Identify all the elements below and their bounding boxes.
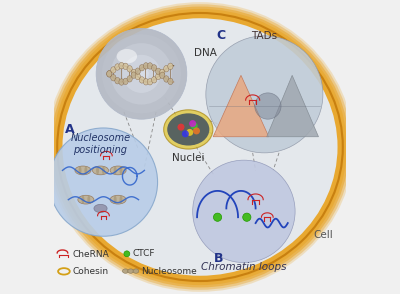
Ellipse shape [57,13,343,281]
Ellipse shape [62,18,338,276]
Circle shape [206,36,323,153]
Ellipse shape [94,204,107,213]
Ellipse shape [96,166,99,175]
Ellipse shape [107,71,112,77]
Ellipse shape [152,77,157,83]
Ellipse shape [120,196,122,204]
Ellipse shape [111,75,116,81]
Circle shape [122,55,160,93]
Text: Nuclei: Nuclei [172,153,204,163]
Text: CheRNA: CheRNA [73,250,110,259]
Ellipse shape [123,63,128,70]
Ellipse shape [84,166,87,175]
Ellipse shape [110,166,126,175]
Ellipse shape [123,78,128,85]
Ellipse shape [78,166,82,175]
Ellipse shape [114,196,117,204]
Text: Nucleosome: Nucleosome [141,267,197,275]
Ellipse shape [87,196,90,204]
Circle shape [255,93,281,119]
Ellipse shape [131,72,136,78]
Text: DNA: DNA [194,49,217,59]
Circle shape [111,43,172,105]
Circle shape [191,122,198,129]
Circle shape [193,160,295,263]
Ellipse shape [152,65,157,71]
Ellipse shape [56,11,344,283]
Ellipse shape [164,110,213,149]
Ellipse shape [122,269,128,273]
Ellipse shape [114,166,117,175]
Ellipse shape [107,71,112,77]
Ellipse shape [167,113,209,146]
Ellipse shape [110,195,126,204]
Ellipse shape [127,66,132,72]
Text: TADs: TADs [251,31,278,41]
Ellipse shape [78,195,94,204]
Ellipse shape [48,4,352,290]
Circle shape [96,29,187,119]
Polygon shape [267,75,318,137]
Circle shape [134,66,149,81]
Ellipse shape [168,78,173,85]
Ellipse shape [119,62,124,69]
Ellipse shape [128,269,134,273]
Circle shape [189,120,196,127]
Text: CTCF: CTCF [132,249,155,258]
Ellipse shape [53,9,347,285]
Ellipse shape [82,196,84,204]
Ellipse shape [160,72,165,78]
Ellipse shape [92,166,108,175]
Ellipse shape [119,79,124,85]
Ellipse shape [58,14,342,280]
Ellipse shape [115,78,120,84]
Ellipse shape [75,166,91,175]
Ellipse shape [51,6,349,288]
Text: Cohesin: Cohesin [73,267,109,276]
Ellipse shape [139,65,144,71]
Text: A: A [65,123,75,136]
Ellipse shape [139,77,144,83]
Text: Chromatin loops: Chromatin loops [201,262,287,272]
Text: C: C [216,29,225,42]
Ellipse shape [127,76,132,82]
Ellipse shape [135,68,140,74]
Ellipse shape [135,73,140,80]
Circle shape [182,130,189,137]
Ellipse shape [46,2,354,292]
Ellipse shape [102,166,105,175]
Ellipse shape [148,63,153,69]
Text: B: B [214,252,224,265]
Circle shape [243,213,251,221]
Circle shape [186,129,193,136]
Ellipse shape [143,78,148,85]
Circle shape [49,128,158,236]
Ellipse shape [131,69,136,76]
Ellipse shape [143,63,148,69]
Ellipse shape [115,64,120,70]
Ellipse shape [156,68,161,74]
Ellipse shape [160,69,165,76]
Ellipse shape [156,73,161,80]
Ellipse shape [117,49,137,64]
Ellipse shape [168,63,173,69]
Ellipse shape [111,67,116,73]
Ellipse shape [133,269,139,273]
Text: Nucleosome
positioning: Nucleosome positioning [70,133,130,155]
Ellipse shape [164,66,169,72]
Ellipse shape [120,166,122,175]
Circle shape [178,123,184,131]
Polygon shape [213,75,269,137]
Circle shape [102,34,181,113]
Circle shape [193,127,200,134]
Text: Cell: Cell [313,230,333,240]
Circle shape [124,251,130,257]
Circle shape [214,213,222,221]
Ellipse shape [164,76,169,82]
Ellipse shape [148,78,153,85]
